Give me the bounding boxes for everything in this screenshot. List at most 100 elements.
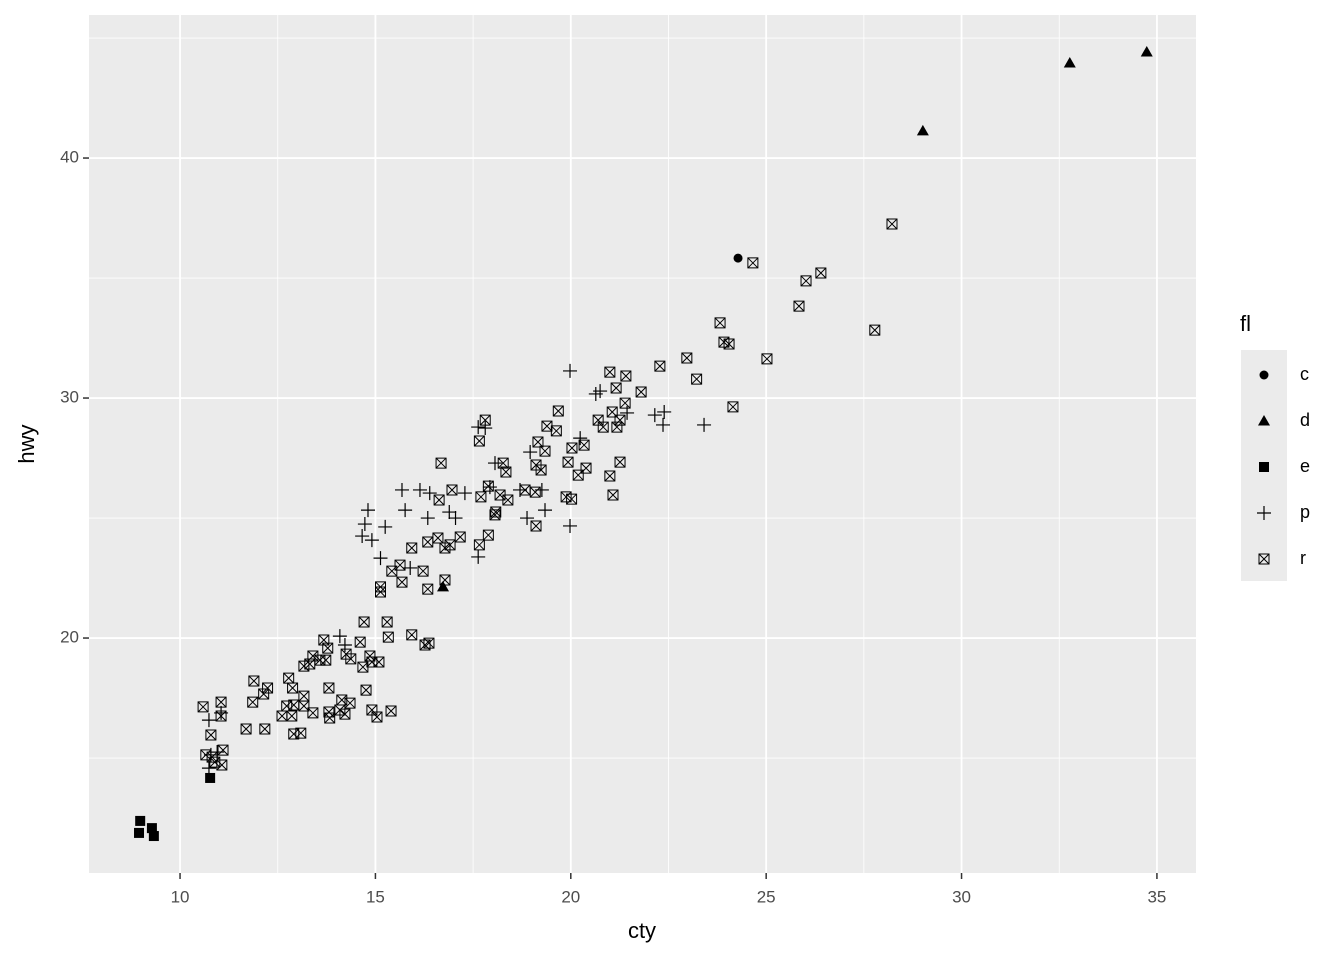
legend-label: e [1300,456,1310,476]
point [471,549,486,564]
point-shape [572,469,584,481]
point-shape [337,638,352,652]
point [437,580,450,592]
point-shape [607,489,619,501]
point [454,531,466,543]
point-shape [217,744,229,756]
point [535,464,547,476]
point-shape [697,417,712,432]
point [371,711,383,723]
point-shape [357,661,369,673]
point [422,486,437,501]
point-shape [448,511,463,526]
point-shape [420,511,435,526]
point [375,586,387,598]
point-shape [490,506,502,518]
point-shape [386,565,398,577]
point-shape [240,723,252,735]
point-shape [563,363,578,378]
point-shape [520,511,535,526]
point-shape [566,442,578,454]
point [134,827,145,838]
point [287,682,299,694]
point-shape [201,761,216,776]
point [435,457,447,469]
point-shape [206,751,218,763]
point [800,275,812,287]
point-shape [394,482,409,497]
point [439,574,451,586]
point-shape [345,653,357,665]
point-shape [580,462,592,474]
point-shape [562,456,574,468]
point [394,482,409,497]
point-shape [360,503,375,518]
point-shape [360,684,372,696]
point [657,404,672,419]
point-shape [373,551,388,566]
point [205,772,216,783]
point [373,551,388,566]
point [406,629,418,641]
point-shape [259,723,271,735]
point-shape [1259,462,1269,472]
point [386,565,398,577]
point-shape [523,445,538,460]
point [578,439,590,451]
point-shape [502,494,514,506]
point-shape [148,831,159,842]
point [494,489,506,501]
point-shape [324,712,336,724]
point [281,700,293,712]
point [604,366,616,378]
y-tick-label: 20 [60,628,79,647]
point-shape [396,576,408,588]
point-shape [205,729,217,741]
point [563,518,578,533]
point-shape [446,484,458,496]
x-axis-title: cty [628,918,656,943]
point [1063,57,1076,68]
point [523,445,538,460]
legend-key [1259,462,1269,472]
point-shape [604,366,616,378]
point [747,257,759,269]
legend-key [1258,553,1270,565]
point-shape [1258,553,1270,565]
point [497,457,509,469]
point-shape [454,531,466,543]
point-shape [714,317,726,329]
x-tick-label: 15 [366,887,385,906]
point-shape [552,405,564,417]
point-shape [478,421,493,436]
point-shape [592,414,604,426]
point [793,300,805,312]
point-shape [761,353,773,365]
point-shape [295,727,307,739]
point [148,831,159,842]
point-shape [691,373,703,385]
point [532,436,544,448]
point [471,420,486,435]
point [611,421,623,433]
point [247,696,259,708]
point-shape [442,505,457,520]
point [479,414,491,426]
point [345,653,357,665]
point [552,405,564,417]
point [146,823,157,834]
point [398,503,413,518]
point [727,401,739,413]
point-shape [635,386,647,398]
point-shape [563,518,578,533]
point-shape [793,300,805,312]
point [385,705,397,717]
point-shape [723,338,735,350]
point-shape [201,713,216,728]
point [382,631,394,643]
point-shape [439,574,451,586]
point-shape [215,696,227,708]
point-shape [578,439,590,451]
point-shape [539,445,551,457]
point-shape [473,539,485,551]
